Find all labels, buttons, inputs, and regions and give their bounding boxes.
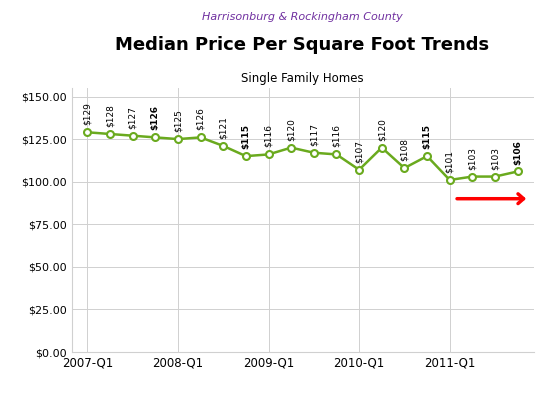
Text: Single Family Homes: Single Family Homes (241, 72, 364, 85)
Text: $127: $127 (128, 106, 137, 129)
Text: $126: $126 (151, 106, 160, 130)
Text: $126: $126 (196, 108, 205, 130)
Text: $107: $107 (355, 140, 364, 163)
Text: $115: $115 (422, 124, 432, 149)
Text: $115: $115 (241, 124, 250, 149)
Text: $108: $108 (400, 138, 409, 161)
Text: $117: $117 (309, 123, 318, 146)
Text: $103: $103 (468, 147, 477, 170)
Text: $129: $129 (83, 102, 92, 125)
Text: $116: $116 (264, 124, 273, 148)
Text: $128: $128 (106, 104, 114, 127)
Text: $106: $106 (513, 140, 522, 164)
Text: $120: $120 (287, 118, 296, 141)
Text: $125: $125 (173, 109, 183, 132)
Text: Harrisonburg & Rockingham County: Harrisonburg & Rockingham County (202, 12, 403, 22)
Text: $116: $116 (332, 124, 341, 148)
Text: $101: $101 (445, 150, 454, 173)
Text: $103: $103 (491, 147, 499, 170)
Text: Median Price Per Square Foot Trends: Median Price Per Square Foot Trends (116, 36, 490, 54)
Text: $120: $120 (377, 118, 386, 141)
Text: $121: $121 (219, 116, 228, 139)
